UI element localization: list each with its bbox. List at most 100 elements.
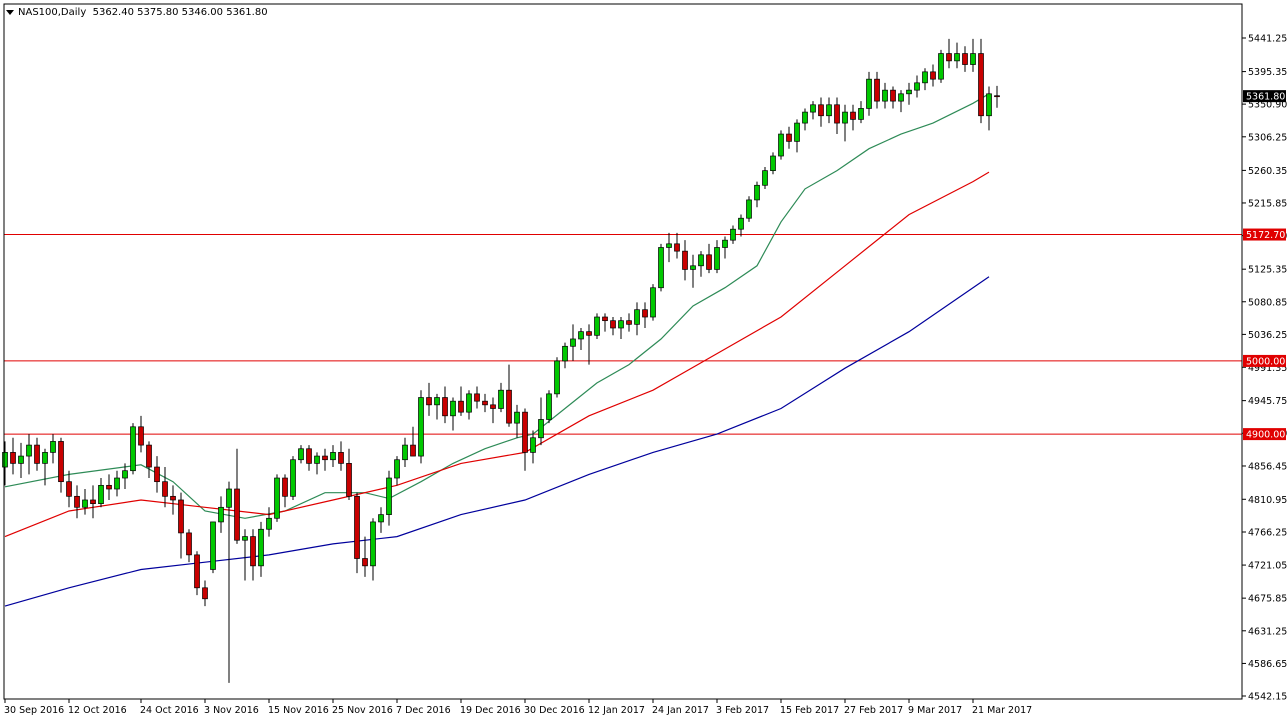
candle-body [770, 155, 776, 171]
candle-body [794, 122, 800, 142]
candle-body [418, 397, 424, 457]
candle-body [138, 426, 144, 446]
y-tick-label: 4810.95 [1248, 495, 1287, 506]
candle [498, 382, 504, 413]
candle [410, 426, 416, 457]
candle [698, 251, 704, 277]
candle-body [242, 536, 248, 541]
candle [170, 485, 176, 515]
moving-averages-layer [4, 93, 990, 607]
candle [210, 521, 216, 574]
candle [2, 441, 8, 486]
candle-body [442, 397, 448, 417]
candle-body [290, 459, 296, 497]
candle [970, 38, 976, 72]
candle [874, 71, 880, 109]
candle-body [562, 345, 568, 362]
candle-body [826, 104, 832, 117]
candle-body [522, 411, 528, 453]
candle-body [450, 400, 456, 417]
candle [994, 85, 1000, 108]
candle [818, 97, 824, 127]
candle-body [98, 484, 104, 504]
candle-body [874, 78, 880, 102]
candle [634, 302, 640, 336]
candle [626, 313, 632, 332]
candle [274, 474, 280, 522]
x-tick-label: 15 Nov 2016 [268, 705, 329, 716]
candle [42, 448, 48, 486]
x-tick-label: 27 Feb 2017 [844, 705, 903, 716]
candle [898, 90, 904, 113]
candle [890, 86, 896, 109]
candle-body [578, 331, 584, 340]
candle [570, 324, 576, 361]
candle-body [922, 71, 928, 84]
candle-body [266, 517, 272, 530]
candle [754, 181, 760, 208]
candle-body [122, 470, 128, 479]
candle [922, 68, 928, 91]
y-tick-label: 4991.35 [1248, 363, 1287, 374]
y-tick-label: 4945.75 [1248, 396, 1287, 407]
candle-body [986, 93, 992, 117]
x-tick-label: 24 Jan 2017 [652, 705, 709, 716]
candle-body [858, 108, 864, 120]
candle [466, 390, 472, 420]
candle [802, 108, 808, 131]
x-tick-label: 7 Dec 2016 [396, 705, 451, 716]
candle [162, 467, 168, 508]
candle [82, 488, 88, 515]
candle [26, 434, 32, 475]
candle [610, 317, 616, 336]
candle-body [202, 587, 208, 600]
candle-body [298, 448, 304, 461]
y-tick-label: 5036.25 [1248, 330, 1287, 341]
candle [290, 456, 296, 500]
candle [34, 437, 40, 471]
candle [218, 496, 224, 533]
candle [554, 357, 560, 398]
candle-body [410, 444, 416, 457]
candle [74, 485, 80, 519]
candle [178, 492, 184, 559]
candle [562, 342, 568, 369]
y-tick-label: 5125.35 [1248, 265, 1287, 276]
candle [506, 364, 512, 427]
candle [458, 386, 464, 416]
candle-body [498, 389, 504, 409]
axes-layer: 5441.25 5395.35 5350.90 5306.25 5260.35 5215.… [3, 3, 1287, 716]
candle [242, 529, 248, 581]
candle-body [186, 532, 192, 556]
candle [594, 313, 600, 339]
candle-body [666, 243, 672, 248]
candle [418, 390, 424, 464]
ohlc-readout: 5362.40 5375.80 5346.00 5361.80 [92, 7, 268, 18]
x-tick-label: 30 Sep 2016 [4, 705, 64, 716]
candle [114, 470, 120, 497]
candle [346, 448, 352, 500]
dropdown-triangle-icon[interactable] [6, 9, 14, 15]
hline-price-tag: 5172.70 [1246, 230, 1285, 241]
candle-body [386, 477, 392, 515]
candle-body [10, 452, 16, 464]
y-tick-label: 4721.05 [1248, 561, 1287, 572]
candle-body [354, 495, 360, 559]
candle-body [906, 89, 912, 95]
candle [354, 492, 360, 574]
candle [154, 456, 160, 493]
candle [730, 225, 736, 244]
candle-body [634, 309, 640, 325]
candle [770, 152, 776, 175]
candle-body [690, 265, 696, 270]
candle [450, 397, 456, 431]
chart-header: NAS100,Daily 5362.40 5375.80 5346.00 536… [6, 7, 268, 18]
x-tick-label: 3 Feb 2017 [716, 705, 769, 716]
candle-body [370, 521, 376, 567]
candle [474, 386, 480, 409]
y-tick-label: 4542.15 [1248, 692, 1287, 703]
candle [202, 580, 208, 607]
candle-body [234, 488, 240, 541]
candle [690, 254, 696, 288]
